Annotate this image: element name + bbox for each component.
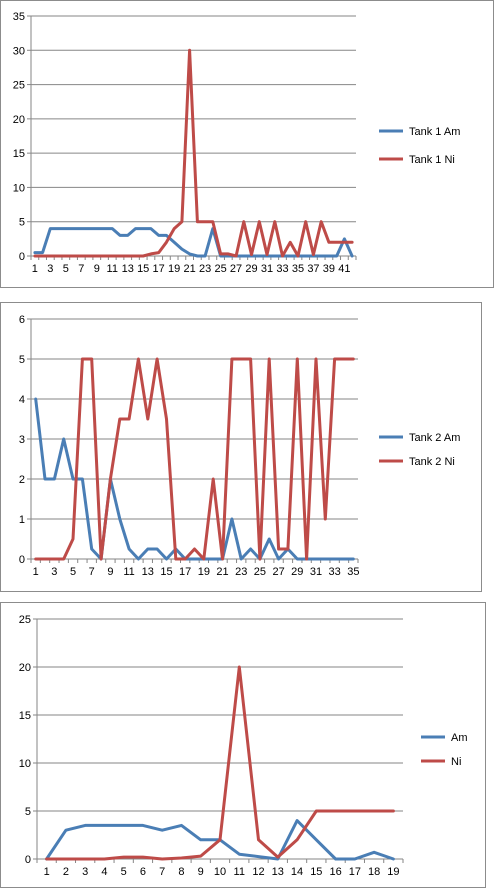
x-tick-label: 3 bbox=[82, 866, 88, 878]
x-tick-label: 5 bbox=[63, 263, 69, 275]
x-tick-label: 23 bbox=[199, 263, 211, 275]
chart-panel-tank2: 0 1 2 3 4 5 6 1 3 5 7 9 11 13 15 17 19 21 23 25 27 29 31 33 35 Ta… bbox=[0, 302, 482, 592]
legend-label: Ni bbox=[451, 756, 461, 768]
x-tick-label: 15 bbox=[160, 566, 172, 578]
x-tick-label: 6 bbox=[140, 866, 146, 878]
legend-label: Tank 1 Am bbox=[409, 126, 460, 138]
legend-label: Tank 2 Ni bbox=[409, 456, 455, 468]
x-tick-label: 31 bbox=[261, 263, 273, 275]
x-tick-label: 3 bbox=[47, 263, 53, 275]
x-tick-label: 35 bbox=[347, 566, 359, 578]
x-tick-label: 2 bbox=[63, 866, 69, 878]
y-tick-label: 25 bbox=[19, 614, 31, 626]
x-tick-label: 25 bbox=[214, 263, 226, 275]
x-tick-label: 3 bbox=[51, 566, 57, 578]
x-tick-label: 9 bbox=[94, 263, 100, 275]
x-tick-label: 11 bbox=[234, 866, 245, 878]
y-tick-label: 0 bbox=[19, 554, 25, 566]
x-tick-label: 15 bbox=[137, 263, 149, 275]
x-tick-label: 18 bbox=[368, 866, 380, 878]
series-line-tank-1-ni bbox=[33, 48, 354, 258]
x-tick-label: 27 bbox=[230, 263, 242, 275]
x-tick-label: 37 bbox=[307, 263, 319, 275]
series-line-ni bbox=[45, 665, 395, 861]
x-tick-label: 29 bbox=[245, 263, 257, 275]
x-tick-label: 33 bbox=[329, 566, 341, 578]
y-tick-label: 20 bbox=[19, 662, 31, 674]
y-tick-label: 3 bbox=[19, 434, 25, 446]
x-tick-label: 7 bbox=[89, 566, 95, 578]
x-tick-label: 23 bbox=[235, 566, 247, 578]
series-line-tank-2-am bbox=[34, 397, 355, 561]
series-line-tank-2-ni bbox=[34, 357, 355, 561]
x-tick-label: 8 bbox=[178, 866, 184, 878]
legend-label: Tank 1 Ni bbox=[409, 154, 455, 166]
x-tick-label: 9 bbox=[107, 566, 113, 578]
y-tick-label: 25 bbox=[13, 80, 25, 92]
y-tick-label: 30 bbox=[13, 45, 25, 57]
chart-panel-tank1: 0 5 10 15 20 25 30 35 1 3 5 7 9 11 13 15 17 19 21 23 25 27 29 3… bbox=[0, 0, 494, 288]
x-tick-label: 25 bbox=[254, 566, 266, 578]
y-tick-label: 5 bbox=[19, 217, 25, 229]
y-tick-label: 15 bbox=[19, 710, 31, 722]
x-tick-label: 7 bbox=[159, 866, 165, 878]
x-tick-label: 19 bbox=[198, 566, 210, 578]
y-tick-label: 20 bbox=[13, 114, 25, 126]
x-tick-label: 15 bbox=[310, 866, 322, 878]
chart-panel-combined: 0 5 10 15 20 25 1 2 3 4 5 6 7 8 9 10 11 12 13 14 15 16 17 18 19 A… bbox=[0, 602, 486, 888]
x-tick-label: 12 bbox=[252, 866, 264, 878]
x-tick-label: 19 bbox=[387, 866, 399, 878]
x-tick-label: 17 bbox=[179, 566, 191, 578]
x-tick-label: 11 bbox=[123, 566, 134, 578]
legend-label: Am bbox=[451, 732, 468, 744]
y-tick-label: 0 bbox=[25, 854, 31, 866]
y-tick-label: 15 bbox=[13, 148, 25, 160]
x-tick-label: 14 bbox=[291, 866, 303, 878]
x-tick-label: 27 bbox=[272, 566, 284, 578]
x-tick-label: 11 bbox=[107, 263, 118, 275]
legend-label: Tank 2 Am bbox=[409, 432, 460, 444]
x-tick-label: 19 bbox=[168, 263, 180, 275]
x-tick-label: 39 bbox=[323, 263, 335, 275]
x-tick-label: 10 bbox=[214, 866, 226, 878]
x-tick-label: 1 bbox=[33, 566, 39, 578]
x-tick-label: 17 bbox=[153, 263, 165, 275]
x-tick-label: 13 bbox=[142, 566, 154, 578]
x-tick-label: 41 bbox=[338, 263, 350, 275]
x-tick-label: 9 bbox=[198, 866, 204, 878]
y-tick-label: 6 bbox=[19, 314, 25, 326]
y-tick-label: 10 bbox=[13, 182, 25, 194]
x-tick-label: 4 bbox=[101, 866, 107, 878]
y-tick-label: 5 bbox=[25, 806, 31, 818]
y-tick-label: 2 bbox=[19, 474, 25, 486]
x-tick-label: 1 bbox=[44, 866, 50, 878]
y-tick-label: 1 bbox=[19, 514, 25, 526]
x-tick-label: 31 bbox=[310, 566, 322, 578]
x-tick-label: 16 bbox=[329, 866, 341, 878]
x-tick-label: 29 bbox=[291, 566, 303, 578]
x-tick-label: 1 bbox=[32, 263, 38, 275]
y-tick-label: 10 bbox=[19, 758, 31, 770]
x-tick-label: 7 bbox=[78, 263, 84, 275]
x-tick-label: 17 bbox=[349, 866, 361, 878]
y-tick-label: 0 bbox=[19, 251, 25, 263]
x-tick-label: 13 bbox=[272, 866, 284, 878]
x-tick-label: 5 bbox=[70, 566, 76, 578]
x-tick-label: 21 bbox=[216, 566, 228, 578]
x-tick-label: 33 bbox=[276, 263, 288, 275]
x-tick-label: 5 bbox=[121, 866, 127, 878]
y-tick-label: 5 bbox=[19, 354, 25, 366]
x-tick-label: 35 bbox=[292, 263, 304, 275]
x-tick-label: 21 bbox=[184, 263, 196, 275]
x-tick-label: 13 bbox=[122, 263, 134, 275]
y-tick-label: 35 bbox=[13, 11, 25, 23]
y-tick-label: 4 bbox=[19, 394, 25, 406]
